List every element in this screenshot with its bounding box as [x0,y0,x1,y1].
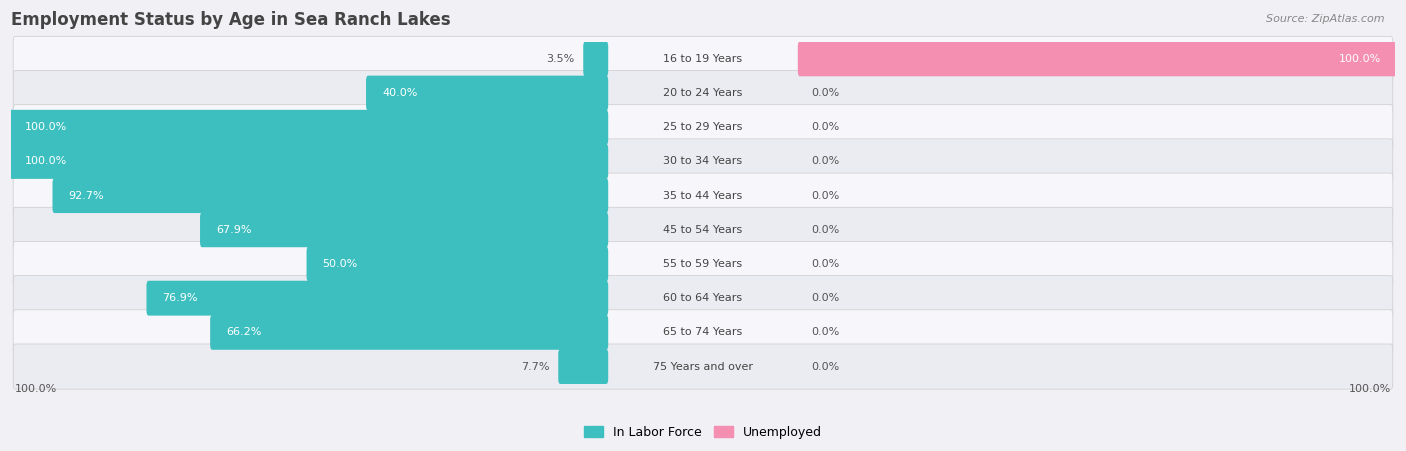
FancyBboxPatch shape [13,344,1393,389]
Legend: In Labor Force, Unemployed: In Labor Force, Unemployed [583,426,823,439]
FancyBboxPatch shape [8,144,609,179]
Text: 7.7%: 7.7% [520,362,550,372]
FancyBboxPatch shape [13,37,1393,82]
Text: 0.0%: 0.0% [811,225,839,235]
Text: Source: ZipAtlas.com: Source: ZipAtlas.com [1267,14,1385,23]
FancyBboxPatch shape [146,281,609,316]
Text: 55 to 59 Years: 55 to 59 Years [664,259,742,269]
FancyBboxPatch shape [13,139,1393,184]
FancyBboxPatch shape [13,276,1393,321]
FancyBboxPatch shape [366,76,609,110]
FancyBboxPatch shape [13,105,1393,150]
Text: 75 Years and over: 75 Years and over [652,362,754,372]
Text: 0.0%: 0.0% [811,156,839,166]
FancyBboxPatch shape [8,110,609,145]
FancyBboxPatch shape [13,241,1393,286]
FancyBboxPatch shape [13,207,1393,253]
Text: 16 to 19 Years: 16 to 19 Years [664,54,742,64]
Text: 100.0%: 100.0% [25,156,67,166]
Text: 3.5%: 3.5% [546,54,574,64]
Text: 92.7%: 92.7% [69,191,104,201]
Text: 100.0%: 100.0% [15,384,58,394]
Text: 0.0%: 0.0% [811,259,839,269]
Text: 0.0%: 0.0% [811,327,839,337]
Text: 0.0%: 0.0% [811,88,839,98]
Text: 40.0%: 40.0% [382,88,418,98]
Text: 60 to 64 Years: 60 to 64 Years [664,293,742,303]
Text: Employment Status by Age in Sea Ranch Lakes: Employment Status by Age in Sea Ranch La… [11,11,451,29]
FancyBboxPatch shape [13,173,1393,218]
Text: 100.0%: 100.0% [25,122,67,132]
Text: 76.9%: 76.9% [163,293,198,303]
Text: 100.0%: 100.0% [1348,384,1391,394]
FancyBboxPatch shape [200,212,609,247]
Text: 30 to 34 Years: 30 to 34 Years [664,156,742,166]
Text: 67.9%: 67.9% [217,225,252,235]
FancyBboxPatch shape [797,41,1398,76]
Text: 0.0%: 0.0% [811,191,839,201]
Text: 25 to 29 Years: 25 to 29 Years [664,122,742,132]
Text: 0.0%: 0.0% [811,122,839,132]
Text: 20 to 24 Years: 20 to 24 Years [664,88,742,98]
Text: 0.0%: 0.0% [811,362,839,372]
FancyBboxPatch shape [583,41,609,76]
FancyBboxPatch shape [13,310,1393,355]
Text: 35 to 44 Years: 35 to 44 Years [664,191,742,201]
Text: 100.0%: 100.0% [1339,54,1381,64]
Text: 0.0%: 0.0% [811,293,839,303]
FancyBboxPatch shape [558,349,609,384]
Text: 50.0%: 50.0% [322,259,357,269]
FancyBboxPatch shape [307,247,609,281]
FancyBboxPatch shape [13,70,1393,115]
FancyBboxPatch shape [209,315,609,350]
FancyBboxPatch shape [52,178,609,213]
Text: 45 to 54 Years: 45 to 54 Years [664,225,742,235]
Text: 65 to 74 Years: 65 to 74 Years [664,327,742,337]
Text: 66.2%: 66.2% [226,327,262,337]
